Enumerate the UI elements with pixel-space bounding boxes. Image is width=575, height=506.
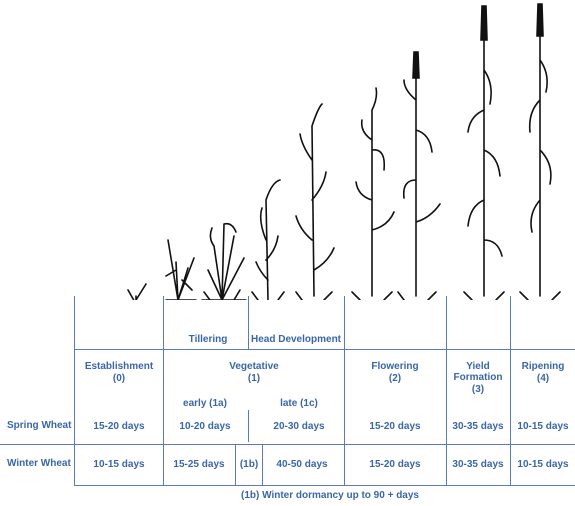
stage-yield-formation-name: Yield Formation (453, 361, 503, 383)
vegetative-early-label: early (1a) (183, 398, 227, 409)
spring-veg-early-days: 10-20 days (179, 421, 231, 432)
header-row-line (74, 349, 575, 350)
divider-ripening-left (510, 296, 511, 486)
winter-ripening-days: 10-15 days (517, 459, 569, 470)
stage-ripening-name: Ripening (521, 361, 565, 372)
divider-dormancy-right (262, 444, 263, 486)
plant-tillering-2 (201, 222, 247, 300)
frame-left-border (74, 296, 75, 486)
divider-yield-left (446, 296, 447, 486)
spring-winter-row-line (0, 444, 575, 445)
plant-head-development-1 (251, 179, 285, 300)
winter-veg-dormancy: (1b) (239, 459, 259, 470)
plant-yield-formation (463, 5, 505, 300)
stage-flowering-code: (2) (388, 373, 402, 384)
stage-establishment-name: Establishment (84, 361, 154, 372)
divider-flowering-left (344, 296, 345, 486)
divider-vegetative-left (163, 296, 164, 486)
winter-veg-late-days: 40-50 days (276, 459, 328, 470)
spring-ripening-days: 10-15 days (517, 421, 569, 432)
row-label-spring-wheat: Spring Wheat (7, 420, 72, 431)
plant-flowering-1 (351, 87, 395, 300)
divider-early-late (248, 410, 249, 442)
plant-ripening (519, 3, 561, 300)
winter-flowering-days: 15-20 days (369, 459, 421, 470)
spring-establishment-days: 15-20 days (93, 421, 145, 432)
plant-flowering-2 (397, 51, 441, 300)
spring-yield-days: 30-35 days (452, 421, 504, 432)
footnote-dormancy: (1b) Winter dormancy up to 90 + days (240, 490, 419, 501)
divider-tillering-head (248, 296, 249, 349)
divider-dormancy-left (235, 444, 236, 486)
tillering-label: Tillering (188, 334, 228, 345)
wheat-plant-illustrations (127, 3, 561, 300)
row-label-winter-wheat: Winter Wheat (7, 458, 71, 469)
winter-establishment-days: 10-15 days (93, 459, 145, 470)
vegetative-late-label: late (1c) (280, 398, 318, 409)
winter-veg-early-days: 15-25 days (173, 459, 225, 470)
spring-veg-late-days: 20-30 days (273, 421, 325, 432)
stage-vegetative-name: Vegetative (229, 361, 279, 372)
stage-vegetative-code: (1) (247, 373, 261, 384)
head-development-label: Head Development (250, 334, 342, 345)
spring-flowering-days: 15-20 days (369, 421, 421, 432)
bottom-border-line (74, 485, 575, 486)
stage-ripening-code: (4) (536, 373, 550, 384)
plant-head-development-2 (295, 103, 335, 300)
stage-establishment-code: (0) (112, 373, 126, 384)
winter-yield-days: 30-35 days (452, 459, 504, 470)
plant-tillering-1 (165, 239, 197, 300)
plant-seedling-2 (127, 283, 147, 300)
stage-yield-formation-code: (3) (471, 384, 485, 395)
stage-flowering-name: Flowering (371, 361, 419, 372)
